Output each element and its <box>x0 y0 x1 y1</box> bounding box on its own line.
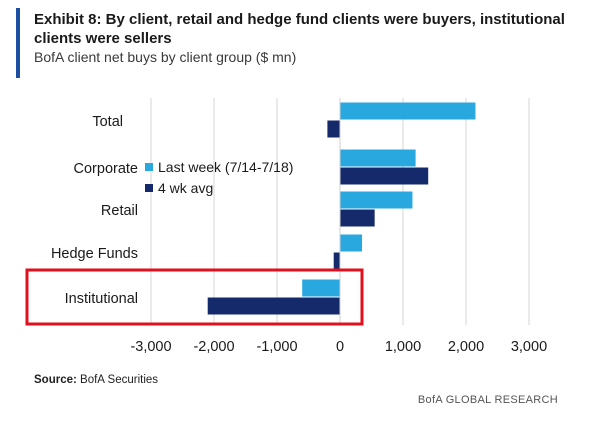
bar-corporate-series-2 <box>340 167 429 185</box>
source-note: Source: BofA Securities <box>34 374 158 386</box>
legend-swatch-1 <box>145 163 153 171</box>
legend-label-2: 4 wk avg <box>158 180 213 196</box>
bar-institutional-series-1 <box>302 279 340 297</box>
chart-title: Exhibit 8: By client, retail and hedge f… <box>34 11 565 47</box>
bar-retail-series-2 <box>340 209 375 227</box>
bar-hedge-funds-series-1 <box>340 234 363 252</box>
bar-retail-series-1 <box>340 191 413 209</box>
legend-swatch-2 <box>145 184 153 192</box>
bar-total-series-2 <box>327 120 340 138</box>
x-tick-label-3: 0 <box>336 339 344 355</box>
category-label-total: Total <box>92 114 123 130</box>
x-tick-label-1: -2,000 <box>193 339 234 355</box>
bar-hedge-funds-series-2 <box>333 252 340 270</box>
source-text: BofA Securities <box>80 374 159 386</box>
brand-footer: BofA GLOBAL RESEARCH <box>417 394 558 406</box>
bar-total-series-1 <box>340 102 476 120</box>
category-label-retail: Retail <box>101 203 138 219</box>
legend-label-1: Last week (7/14-7/18) <box>158 159 293 175</box>
x-tick-label-2: -1,000 <box>256 339 297 355</box>
bar-corporate-series-1 <box>340 149 416 167</box>
chart-subtitle: BofA client net buys by client group ($ … <box>34 49 297 65</box>
bar-institutional-series-2 <box>207 297 340 315</box>
category-label-institutional: Institutional <box>65 291 138 307</box>
source-label: Source: <box>34 374 77 386</box>
x-tick-label-4: 1,000 <box>385 339 421 355</box>
highlight-box-institutional <box>25 268 364 326</box>
x-tick-label-5: 2,000 <box>448 339 484 355</box>
category-label-corporate: Corporate <box>74 161 138 177</box>
x-tick-label-6: 3,000 <box>511 339 547 355</box>
title-accent-bar <box>16 8 20 78</box>
category-label-hedge-funds: Hedge Funds <box>51 246 138 262</box>
x-tick-label-0: -3,000 <box>130 339 171 355</box>
